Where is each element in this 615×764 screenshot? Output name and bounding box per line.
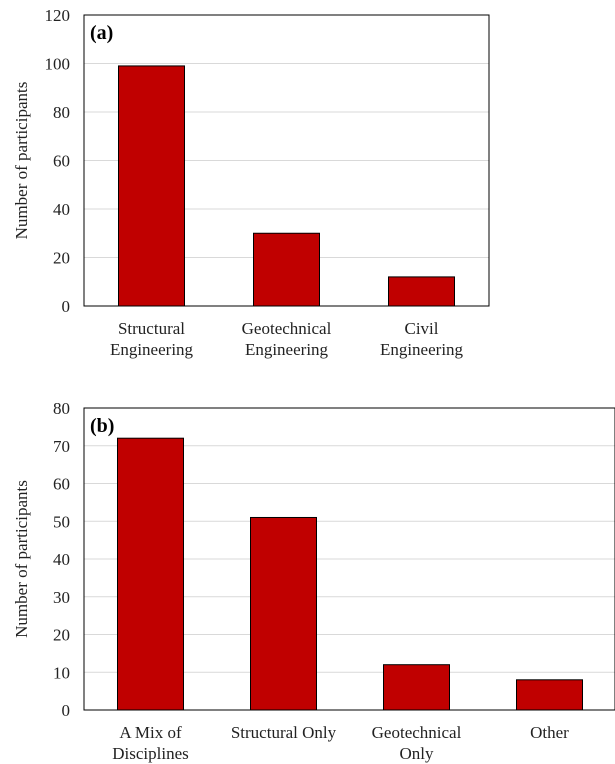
- x-category-label: Disciplines: [112, 744, 189, 763]
- x-category-label: Geotechnical: [372, 723, 462, 742]
- bar: [388, 276, 455, 307]
- y-tick-label: 100: [45, 55, 71, 74]
- y-axis-title: Number of participants: [12, 480, 31, 638]
- y-tick-label: 80: [53, 103, 70, 122]
- chart-b: 0 10 20 30 40 50 60 70 80 A Mix of Disciplines Stru…: [12, 399, 615, 763]
- y-tick-label: 60: [53, 475, 70, 494]
- panel-label: (b): [90, 415, 114, 437]
- bar: [383, 664, 450, 711]
- bar: [118, 65, 185, 307]
- bar: [117, 437, 184, 711]
- chart-a: 0 20 40 60 80 100 120 Structural Engineering Geot…: [12, 6, 490, 359]
- bar: [253, 232, 320, 307]
- bar: [250, 516, 317, 711]
- x-category-label: Engineering: [245, 340, 329, 359]
- x-category-label: Geotechnical: [242, 319, 332, 338]
- x-category-label: Structural: [118, 319, 185, 338]
- x-category-label: A Mix of: [119, 723, 182, 742]
- y-axis-title: Number of participants: [12, 82, 31, 240]
- x-category-label: Engineering: [380, 340, 464, 359]
- y-tick-label: 20: [53, 249, 70, 268]
- y-tick-label: 60: [53, 152, 70, 171]
- y-tick-label: 40: [53, 550, 70, 569]
- panel-label: (a): [90, 22, 113, 44]
- y-tick-label: 0: [62, 297, 71, 316]
- plot-area-border: [83, 407, 615, 711]
- x-category-label: Structural Only: [231, 723, 337, 742]
- x-category-label: Other: [530, 723, 569, 742]
- bar: [516, 679, 583, 711]
- x-category-label: Civil: [404, 319, 438, 338]
- y-tick-label: 50: [53, 512, 70, 531]
- y-tick-label: 30: [53, 588, 70, 607]
- x-category-label: Engineering: [110, 340, 194, 359]
- y-tick-label: 70: [53, 437, 70, 456]
- y-tick-label: 40: [53, 200, 70, 219]
- y-tick-label: 20: [53, 626, 70, 645]
- y-tick-label: 0: [62, 701, 71, 720]
- y-tick-label: 80: [53, 399, 70, 418]
- y-tick-label: 120: [45, 6, 71, 25]
- y-tick-label: 10: [53, 663, 70, 682]
- x-category-label: Only: [400, 744, 435, 763]
